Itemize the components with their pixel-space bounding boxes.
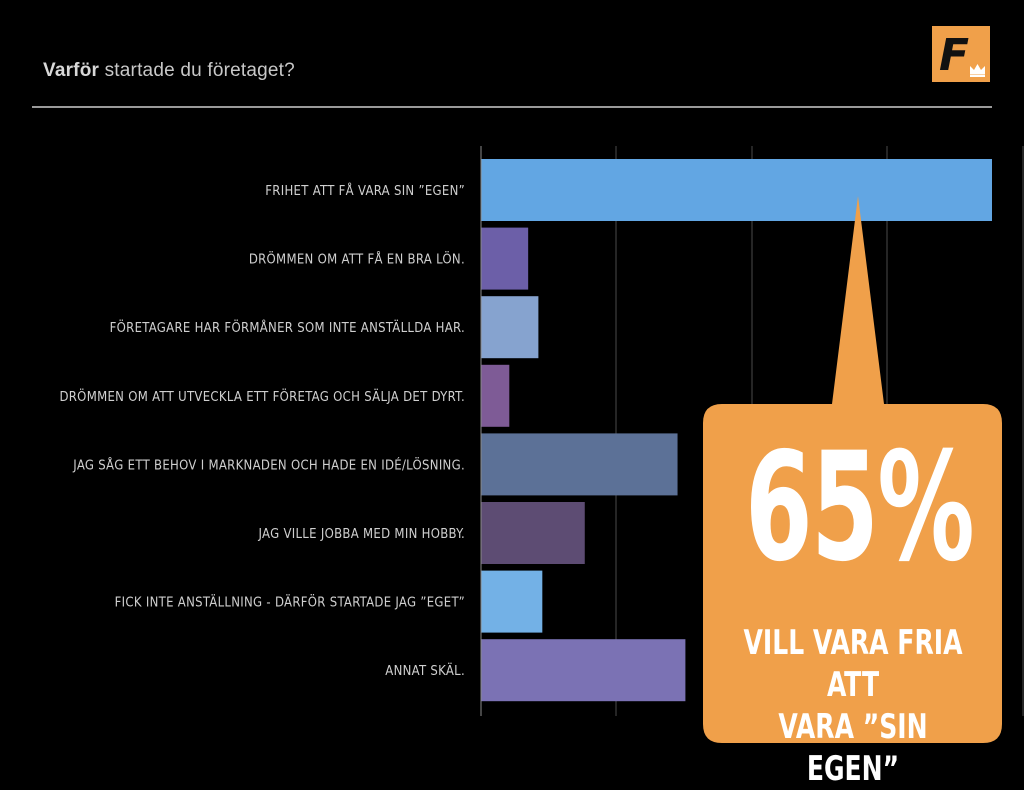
category-label: FÖRETAGARE HAR FÖRMÅNER SOM INTE ANSTÄLL… [110,319,465,336]
bar [481,296,539,359]
bar [481,159,992,221]
category-label: ANNAT SKÄL. [385,663,465,679]
bar [481,364,510,427]
logo-letter: F [939,30,969,81]
category-label: FRIHET ATT FÅ VARA SIN ”EGEN” [265,183,465,199]
page-title-bold: Varför [43,60,100,81]
bar [481,570,543,633]
crown-icon [970,64,985,77]
brand-logo: F [932,26,990,82]
bar [481,639,686,702]
page-title-rest: startade du företaget? [104,60,295,81]
category-label: JAG VILLE JOBBA MED MIN HOBBY. [257,527,465,542]
bar [481,502,585,564]
page-title: Varför startade du företaget? [43,60,295,82]
bar-chart: FRIHET ATT FÅ VARA SIN ”EGEN” DRÖMMEN OM … [59,146,1024,716]
title-divider [32,106,992,108]
category-label: DRÖMMEN OM ATT FÅ EN BRA LÖN. [249,251,465,268]
bar [481,227,529,290]
category-label: DRÖMMEN OM ATT UTVECKLA ETT FÖRETAG OCH … [59,388,465,405]
category-label: JAG SÅG ETT BEHOV I MARKNADEN OCH HADE E… [72,456,465,473]
bar [481,433,678,496]
category-label: FICK INTE ANSTÄLLNING - DÄRFÖR STARTADE … [115,594,465,611]
